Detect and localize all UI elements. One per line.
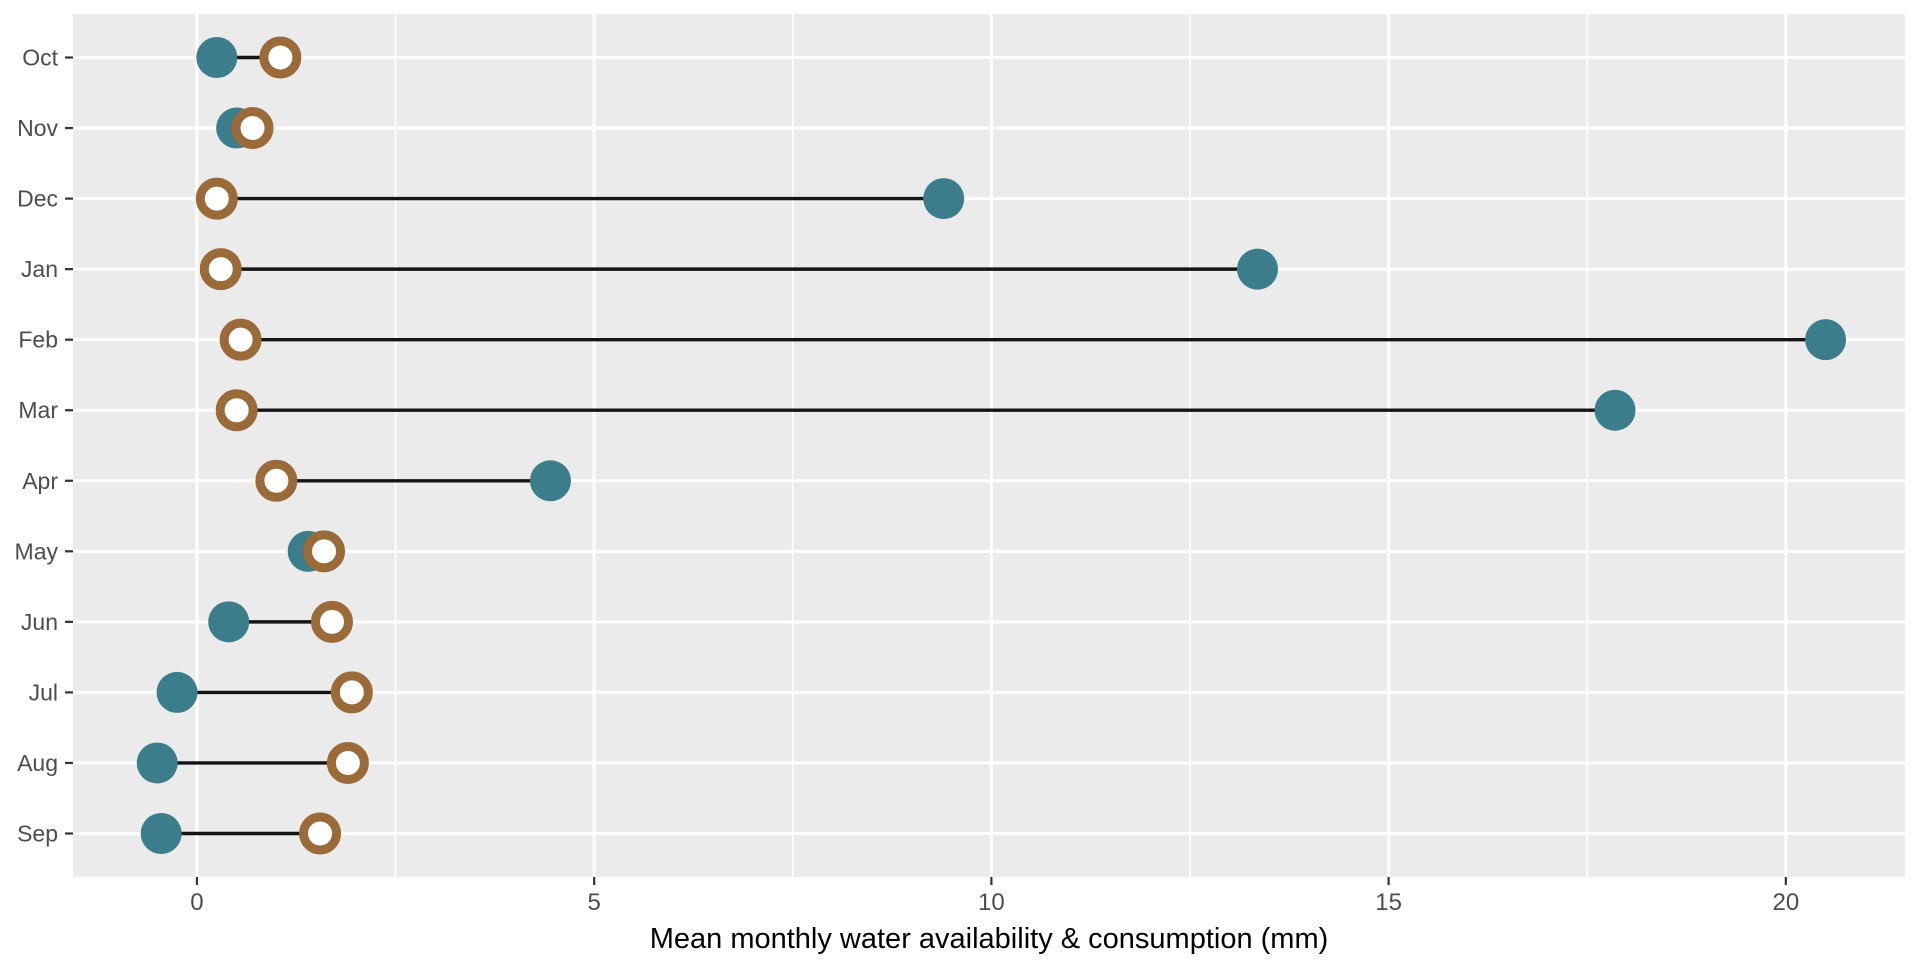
- dumbbell-row: [219, 318, 1847, 361]
- consumption-point: [259, 36, 302, 79]
- availability-point: [529, 460, 571, 502]
- dumbbell-row: [208, 600, 353, 643]
- consumption-point: [326, 741, 369, 784]
- x-axis-title: Mean monthly water availability & consum…: [650, 923, 1329, 955]
- x-tick-label: 5: [587, 889, 600, 916]
- y-tick-label: Oct: [22, 45, 58, 71]
- availability-point: [156, 671, 198, 713]
- dumbbell-row: [196, 36, 302, 79]
- dumbbell-row: [136, 741, 369, 784]
- y-tick-label: May: [15, 538, 59, 564]
- consumption-point: [299, 812, 342, 855]
- y-tick-label: Sep: [17, 821, 58, 847]
- y-tick-label: Apr: [22, 468, 58, 494]
- y-tick-label: Dec: [17, 186, 58, 212]
- y-tick-label: Jun: [21, 609, 58, 635]
- y-tick-label: Aug: [17, 750, 58, 776]
- dumbbell-series: [136, 36, 1847, 855]
- consumption-point: [255, 459, 298, 502]
- dumbbell-row: [140, 812, 342, 855]
- availability-point: [1805, 319, 1847, 361]
- availability-point: [923, 178, 965, 220]
- consumption-point: [219, 318, 262, 361]
- panel-background: [73, 14, 1905, 877]
- consumption-point: [303, 530, 346, 573]
- consumption-point: [231, 107, 274, 150]
- x-tick-label: 10: [978, 889, 1005, 916]
- y-tick-label: Jan: [21, 256, 58, 282]
- dumbbell-row: [287, 530, 346, 573]
- availability-point: [208, 601, 250, 643]
- x-tick-label: 15: [1375, 889, 1402, 916]
- consumption-point: [330, 671, 373, 714]
- dumbbell-row: [215, 389, 1636, 432]
- availability-point: [1237, 248, 1279, 290]
- availability-point: [1594, 389, 1636, 431]
- plot-panel: [73, 14, 1905, 877]
- consumption-point: [199, 248, 242, 291]
- dumbbell-row: [216, 107, 274, 150]
- availability-point: [140, 813, 182, 854]
- x-tick-label: 20: [1772, 889, 1799, 916]
- x-tick-label: 0: [190, 889, 203, 916]
- y-tick-label: Nov: [17, 115, 58, 141]
- y-tick-label: Feb: [18, 327, 58, 353]
- dumbbell-row: [255, 459, 571, 502]
- availability-point: [196, 37, 238, 78]
- consumption-point: [195, 177, 238, 220]
- axes: 0 5 10 15 20 Oct Nov Dec Jan Feb Mar Apr May Jun Jul Au…: [15, 45, 1800, 917]
- y-tick-label: Mar: [18, 397, 58, 423]
- y-tick-label: Jul: [29, 679, 58, 705]
- consumption-point: [215, 389, 258, 432]
- dumbbell-row: [195, 177, 965, 220]
- dumbbell-row: [156, 671, 373, 714]
- availability-point: [136, 742, 178, 784]
- dumbbell-row: [199, 248, 1279, 291]
- consumption-point: [310, 600, 353, 643]
